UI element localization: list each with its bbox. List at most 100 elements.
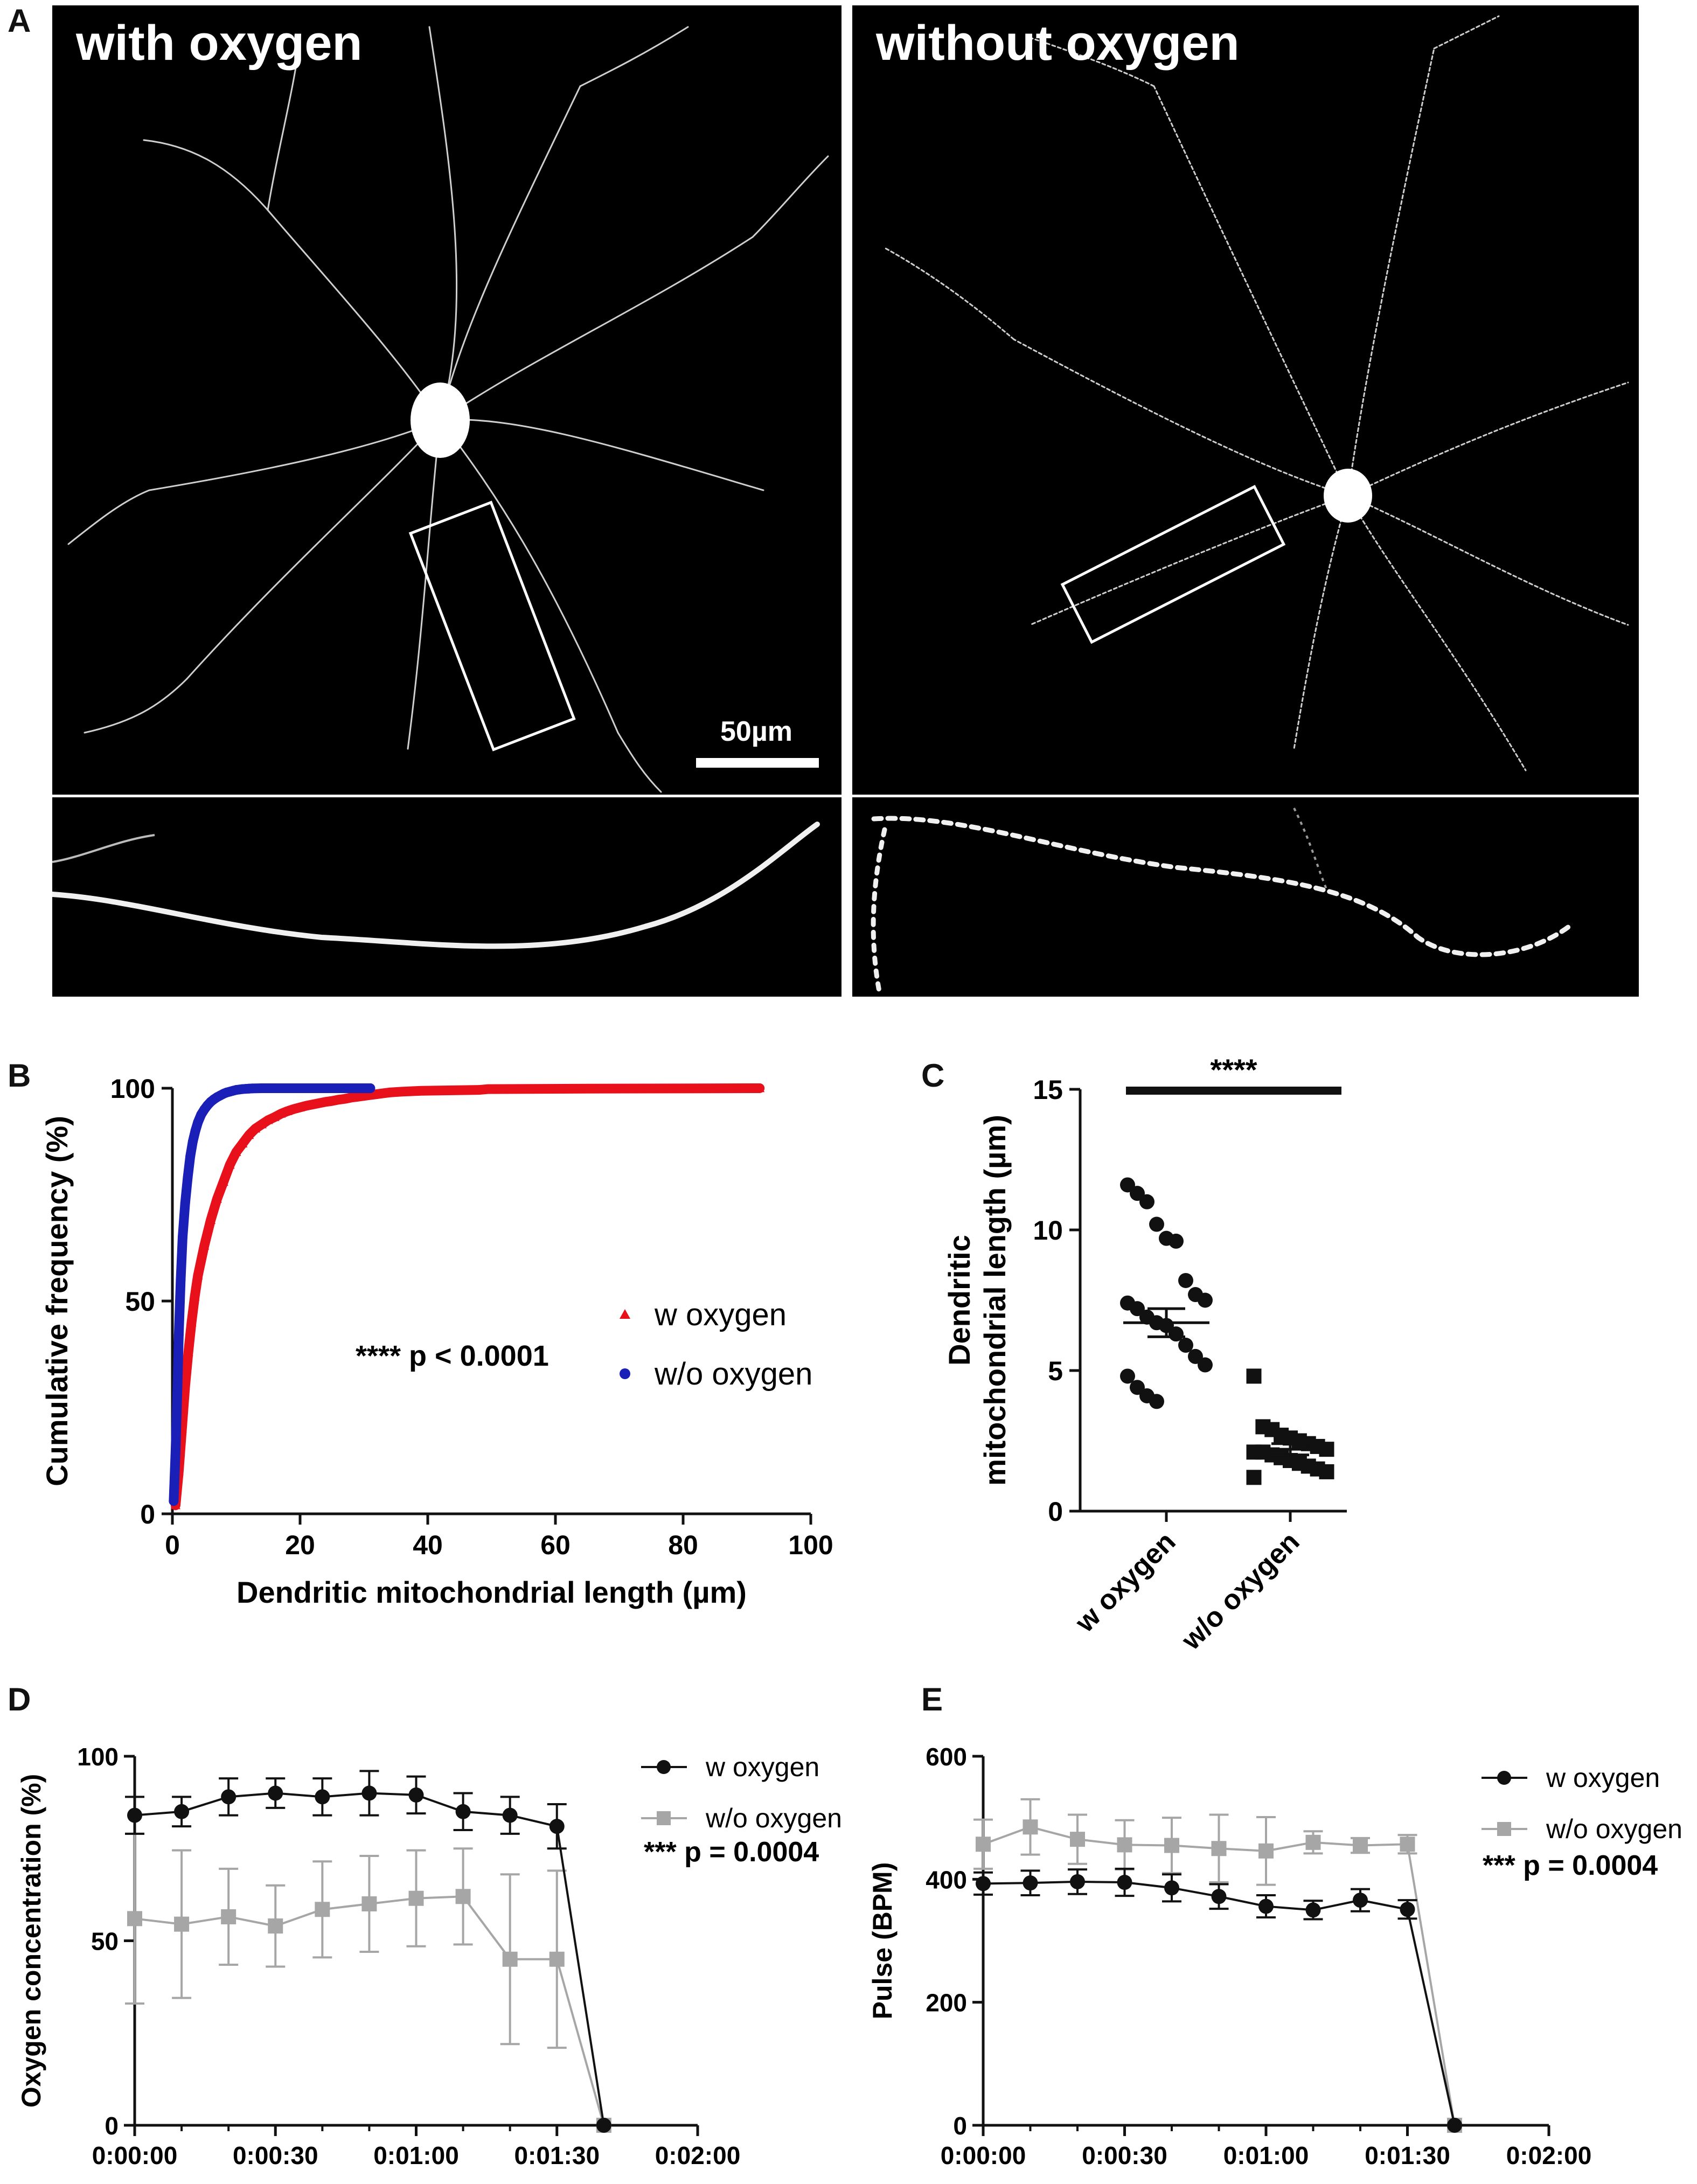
chart-c-mitochondrial-length: 0 5 10 15 Dendriticmitochondrial length (µm)… bbox=[942, 1053, 1347, 1656]
x-tick-label: w/o oxygen bbox=[1176, 1526, 1306, 1656]
data-point bbox=[1164, 1880, 1179, 1896]
with-oxygen-title: with oxygen bbox=[76, 16, 363, 71]
data-point bbox=[172, 1381, 183, 1391]
data-point bbox=[976, 1876, 991, 1891]
data-point bbox=[177, 1232, 187, 1242]
legend-marker bbox=[657, 1811, 671, 1825]
data-point bbox=[1198, 1292, 1213, 1308]
data-point bbox=[755, 1083, 765, 1093]
y-axis-label: Cumulative frequency (%) bbox=[40, 1116, 74, 1486]
data-point bbox=[1305, 1902, 1321, 1918]
legend-label: w oxygen bbox=[705, 1752, 819, 1782]
data-point bbox=[268, 1918, 283, 1934]
data-point bbox=[1139, 1194, 1154, 1209]
data-point bbox=[549, 1951, 565, 1967]
data-point bbox=[502, 1807, 518, 1823]
data-point bbox=[455, 1804, 471, 1819]
data-point bbox=[1258, 1843, 1274, 1859]
panel-letter-c: C bbox=[921, 1058, 945, 1094]
significance-bar bbox=[1126, 1087, 1341, 1095]
y-tick-label: 100 bbox=[77, 1743, 119, 1771]
data-point bbox=[549, 1819, 565, 1834]
legend-marker bbox=[620, 1309, 630, 1319]
chart-e-pulse: 0:00:00 0:00:30 0:01:00 0:01:30 0:02:00 0 200 4… bbox=[867, 1743, 1682, 2169]
data-point bbox=[976, 1837, 991, 1852]
data-point bbox=[1319, 1464, 1334, 1479]
data-point bbox=[1120, 1368, 1135, 1384]
y-tick-label: 400 bbox=[926, 1866, 967, 1894]
data-point bbox=[238, 1138, 248, 1147]
y-tick-label: 5 bbox=[1048, 1356, 1063, 1386]
data-point bbox=[1023, 1875, 1038, 1891]
data-point bbox=[483, 1084, 493, 1093]
series-line bbox=[983, 1880, 1456, 2126]
data-point bbox=[174, 1804, 190, 1819]
x-tick-label: 100 bbox=[788, 1530, 833, 1560]
data-point bbox=[263, 1115, 273, 1124]
x-tick-label: 0:00:00 bbox=[92, 2141, 178, 2169]
data-point bbox=[187, 1136, 198, 1146]
x-tick-label: 0:01:00 bbox=[373, 2141, 459, 2169]
data-point bbox=[199, 1241, 210, 1250]
legend-label: w oxygen bbox=[1546, 1763, 1660, 1793]
data-point bbox=[247, 1083, 258, 1094]
data-point bbox=[1246, 1368, 1262, 1384]
data-point bbox=[251, 1124, 261, 1133]
data-point bbox=[502, 1951, 518, 1967]
series-w-oxygen bbox=[125, 1770, 611, 2133]
data-point bbox=[1117, 1875, 1132, 1890]
data-point bbox=[582, 1083, 593, 1093]
series-wo-oxygen bbox=[973, 1798, 1462, 2133]
data-point bbox=[1447, 2118, 1462, 2133]
data-point bbox=[1149, 1216, 1164, 1232]
panel-letter-d: D bbox=[8, 1681, 31, 1717]
data-point bbox=[1305, 1834, 1321, 1850]
x-tick-label: 0:02:00 bbox=[1506, 2141, 1592, 2169]
x-tick-label: 0:00:00 bbox=[941, 2141, 1026, 2169]
y-axis-label: Dendriticmitochondrial length (µm) bbox=[942, 1115, 1012, 1486]
chart-d-oxygen-concentration: 0:00:00 0:00:30 0:01:00 0:01:30 0:02:00 0 50 10… bbox=[16, 1743, 842, 2169]
inset-without-oxygen bbox=[852, 797, 1639, 997]
x-axis-label: Dendritic mitochondrial length (µm) bbox=[237, 1575, 747, 1609]
data-point bbox=[183, 1172, 193, 1183]
data-point bbox=[384, 1087, 394, 1097]
data-point bbox=[268, 1785, 283, 1801]
series-w-oxygen bbox=[170, 1083, 765, 1511]
data-point bbox=[315, 1902, 330, 1917]
x-tick-label: 0:01:30 bbox=[1365, 2141, 1450, 2169]
data-point bbox=[256, 1119, 267, 1129]
data-point bbox=[276, 1109, 286, 1118]
data-point bbox=[1258, 1898, 1274, 1914]
data-point bbox=[408, 1787, 424, 1803]
neuron-without-oxygen-image bbox=[884, 15, 1629, 771]
panel-letter-e: E bbox=[921, 1681, 943, 1717]
chart-b-cumulative-frequency: 0 20 40 60 80 100 0 50 100 Dendritic mitochondria… bbox=[40, 1074, 833, 1609]
x-tick-label: 0 bbox=[165, 1530, 180, 1560]
x-tick-label: 60 bbox=[540, 1530, 571, 1560]
inset-with-oxygen-image bbox=[52, 822, 820, 949]
data-point bbox=[206, 1215, 216, 1225]
significance-annotation: *** p = 0.0004 bbox=[1483, 1850, 1658, 1881]
x-tick-label: 0:02:00 bbox=[655, 2141, 741, 2169]
data-point bbox=[186, 1317, 197, 1326]
data-point bbox=[269, 1083, 280, 1093]
x-tick-label: 0:00:30 bbox=[233, 2141, 318, 2169]
x-tick-label: 0:01:30 bbox=[514, 2141, 600, 2169]
series-w-oxygen bbox=[973, 1867, 1462, 2133]
data-point bbox=[365, 1083, 375, 1093]
without-oxygen-title: without oxygen bbox=[876, 16, 1240, 71]
data-point bbox=[1164, 1838, 1179, 1853]
data-point bbox=[1178, 1272, 1193, 1288]
series-wo-oxygen bbox=[169, 1083, 375, 1506]
data-point bbox=[180, 1198, 190, 1208]
data-point bbox=[225, 1160, 235, 1169]
series-wo-oxygen bbox=[125, 1832, 611, 2133]
significance-stars: **** bbox=[1210, 1053, 1257, 1087]
x-tick-label: 0:00:30 bbox=[1082, 2141, 1167, 2169]
data-point bbox=[221, 1789, 237, 1805]
significance-annotation: **** p < 0.0001 bbox=[356, 1340, 549, 1372]
data-point bbox=[408, 1890, 424, 1906]
data-point bbox=[1070, 1874, 1085, 1889]
legend-marker bbox=[620, 1368, 630, 1379]
data-point bbox=[315, 1789, 330, 1805]
